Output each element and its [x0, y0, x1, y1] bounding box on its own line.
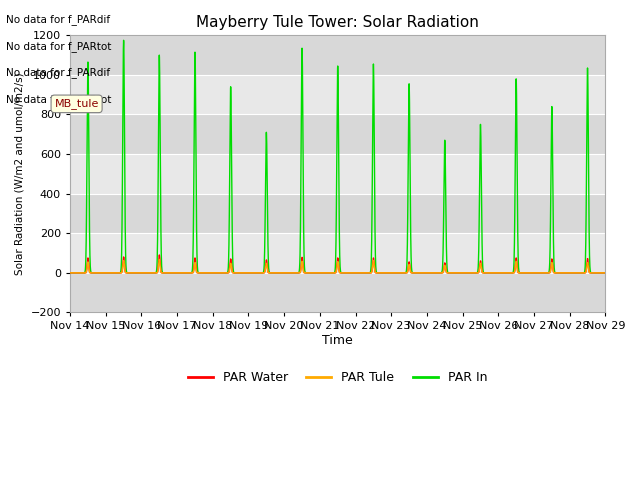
PAR Water: [163, 270, 170, 276]
PAR Water: [156, 252, 163, 258]
Legend: PAR Water, PAR Tule, PAR In: PAR Water, PAR Tule, PAR In: [182, 366, 493, 389]
Bar: [70, 273, 605, 312]
PAR Tule: [318, 270, 326, 276]
PAR Tule: [163, 270, 170, 276]
Bar: [70, 115, 605, 154]
PAR Tule: [156, 256, 163, 262]
Text: No data for f_PARdif: No data for f_PARdif: [6, 67, 111, 78]
PAR Water: [602, 270, 609, 276]
PAR In: [67, 270, 74, 276]
Bar: [70, 154, 605, 193]
PAR Tule: [458, 270, 465, 276]
PAR In: [602, 270, 609, 276]
PAR Tule: [67, 270, 74, 276]
Line: PAR In: PAR In: [70, 40, 605, 273]
Text: No data for f_PARdif: No data for f_PARdif: [6, 14, 111, 25]
Text: No data for f_PARtot: No data for f_PARtot: [6, 94, 112, 105]
Bar: [70, 193, 605, 233]
PAR Water: [458, 270, 465, 276]
PAR Water: [488, 270, 496, 276]
PAR Water: [67, 270, 74, 276]
PAR Water: [601, 270, 609, 276]
X-axis label: Time: Time: [323, 334, 353, 347]
Text: MB_tule: MB_tule: [54, 98, 99, 109]
Bar: [70, 75, 605, 115]
Y-axis label: Solar Radiation (W/m2 and umol/m2/s): Solar Radiation (W/m2 and umol/m2/s): [15, 72, 25, 275]
Line: PAR Tule: PAR Tule: [70, 259, 605, 273]
PAR In: [458, 270, 465, 276]
PAR Tule: [488, 270, 496, 276]
Bar: [70, 233, 605, 273]
PAR In: [120, 37, 127, 43]
PAR Water: [428, 270, 436, 276]
Line: PAR Water: PAR Water: [70, 255, 605, 273]
PAR Tule: [601, 270, 609, 276]
PAR Water: [318, 270, 326, 276]
Text: No data for f_PARtot: No data for f_PARtot: [6, 41, 112, 52]
Bar: [70, 36, 605, 75]
PAR In: [601, 270, 609, 276]
Title: Mayberry Tule Tower: Solar Radiation: Mayberry Tule Tower: Solar Radiation: [196, 15, 479, 30]
PAR Tule: [428, 270, 436, 276]
PAR In: [488, 270, 496, 276]
PAR Tule: [602, 270, 609, 276]
PAR In: [318, 270, 326, 276]
PAR In: [163, 270, 170, 276]
PAR In: [428, 270, 436, 276]
